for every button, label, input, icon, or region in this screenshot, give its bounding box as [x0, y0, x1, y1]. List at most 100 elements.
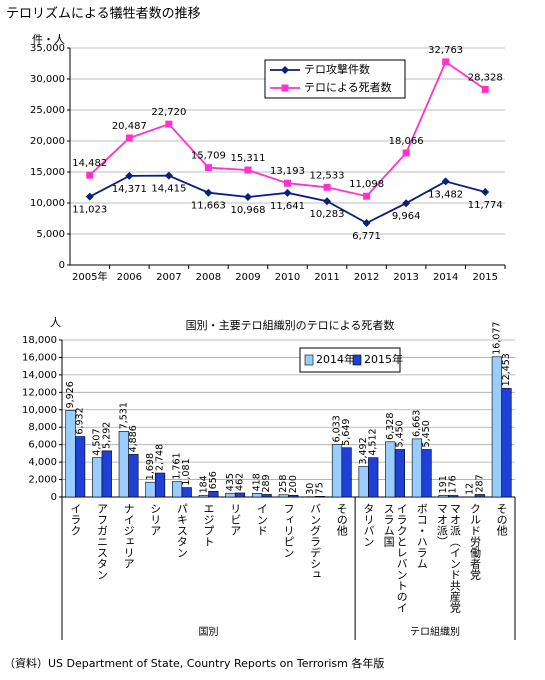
value-label: 14,482 [72, 158, 107, 169]
value-label: 2,748 [155, 444, 166, 471]
x-tick-label: 2014 [433, 272, 458, 283]
marker [362, 219, 371, 228]
marker [204, 164, 212, 172]
x-tick-label: 2011 [314, 272, 339, 283]
group-label: 国別 [199, 626, 219, 638]
y-axis-unit: 人 [50, 316, 61, 329]
y-tick-label: 10,000 [30, 198, 65, 209]
x-tick-label: ボコ・ハラム [415, 503, 429, 569]
bar [358, 466, 369, 498]
y-tick-label: 6,000 [28, 440, 57, 451]
y-tick-label: 15,000 [30, 167, 65, 178]
x-tick-label: バングラデシュ [308, 503, 322, 580]
marker [402, 199, 411, 208]
value-label: 16,077 [491, 322, 502, 355]
value-label: 9,926 [65, 381, 76, 408]
value-label: 75 [314, 482, 325, 494]
x-tick-label: パキスタン [175, 503, 189, 558]
bar [128, 454, 139, 498]
value-label: 656 [208, 471, 219, 489]
y-tick-label: 35,000 [30, 43, 65, 54]
x-tick-label: 2013 [393, 272, 418, 283]
value-label: 10,283 [310, 209, 345, 220]
chart-title: 国別・主要テロ組織別のテロによる死者数 [186, 319, 395, 332]
marker [284, 179, 291, 187]
value-label: 176 [448, 475, 459, 493]
value-label: 287 [474, 474, 485, 492]
value-label: 32,763 [428, 45, 463, 56]
bar [154, 472, 166, 498]
value-label: 6,771 [352, 231, 381, 242]
value-label: 20,487 [112, 121, 147, 132]
value-label: 11,023 [72, 205, 107, 216]
x-tick-label: マオ派（インド共産党マオ派） [435, 503, 462, 613]
bar [145, 481, 156, 498]
bar [278, 494, 289, 498]
value-label: 6,033 [331, 415, 342, 442]
y-axis-unit: 件・人 [32, 33, 65, 46]
value-label: 28,328 [468, 72, 503, 83]
value-label: 30 [305, 483, 316, 495]
value-label: 14,371 [112, 184, 147, 195]
y-tick-label: 10,000 [22, 405, 57, 416]
y-tick-label: 18,000 [22, 335, 57, 346]
y-tick-label: 2,000 [28, 475, 57, 486]
legend-box [264, 59, 406, 99]
y-tick-label: 12,000 [22, 387, 57, 398]
x-tick-label: インド [255, 503, 269, 536]
value-label: 14,415 [151, 184, 186, 195]
bar [331, 444, 343, 498]
legend-swatch [352, 354, 362, 366]
value-label: 9,964 [392, 211, 421, 222]
x-tick-label: 2005年 [72, 270, 107, 283]
value-label: 11,098 [349, 179, 384, 190]
x-tick-label: イラク [68, 503, 82, 536]
marker [243, 192, 252, 201]
y-tick-label: 8,000 [28, 422, 57, 433]
marker [481, 188, 490, 197]
bar [181, 487, 192, 498]
value-label: 15,709 [191, 151, 226, 162]
value-label: 1,081 [181, 458, 192, 485]
bar [198, 495, 209, 498]
value-label: 289 [261, 474, 272, 492]
x-tick-label: 2015 [473, 272, 498, 283]
y-tick-label: 30,000 [30, 74, 65, 85]
x-tick-label: 2009 [235, 272, 260, 283]
value-label: 418 [252, 473, 263, 491]
value-label: 15,311 [230, 153, 265, 164]
x-tick-label: フィリピン [282, 503, 295, 558]
marker [86, 171, 94, 179]
chart-title: テロリズムによる犠牲者数の推移 [6, 6, 201, 22]
marker [323, 183, 331, 191]
bar [368, 457, 379, 498]
value-label: 5,450 [421, 420, 432, 447]
marker [363, 192, 371, 200]
legend-label: テロ攻撃件数 [304, 62, 370, 76]
x-tick-label: イラクとレバントのイスラム国 [382, 503, 409, 613]
x-tick-label: クルド労働者党 [468, 503, 482, 580]
legend-label: 2014年 [316, 352, 355, 366]
bar [101, 450, 112, 498]
marker [204, 188, 213, 197]
value-label: 12 [465, 483, 476, 495]
x-tick-label: タリバン [361, 503, 375, 547]
x-tick-label: シリア [148, 503, 162, 536]
bar [75, 436, 86, 498]
value-label: 18,066 [389, 136, 424, 147]
marker [164, 171, 173, 180]
y-tick-label: 5,000 [36, 229, 65, 240]
bar [341, 447, 352, 498]
value-label: 4,886 [128, 425, 139, 452]
value-label: 1,698 [145, 453, 156, 480]
x-tick-label: ナイジェリア [122, 503, 136, 569]
value-label: 22,720 [151, 107, 186, 118]
value-label: 5,292 [101, 422, 112, 449]
marker [125, 134, 133, 142]
x-tick-label: アフガニスタン [95, 503, 109, 580]
value-label: 4,507 [92, 428, 103, 455]
footer: （資料）US Department of State, Country Repo… [4, 656, 384, 670]
value-label: 12,533 [310, 170, 345, 181]
bar [385, 441, 396, 498]
